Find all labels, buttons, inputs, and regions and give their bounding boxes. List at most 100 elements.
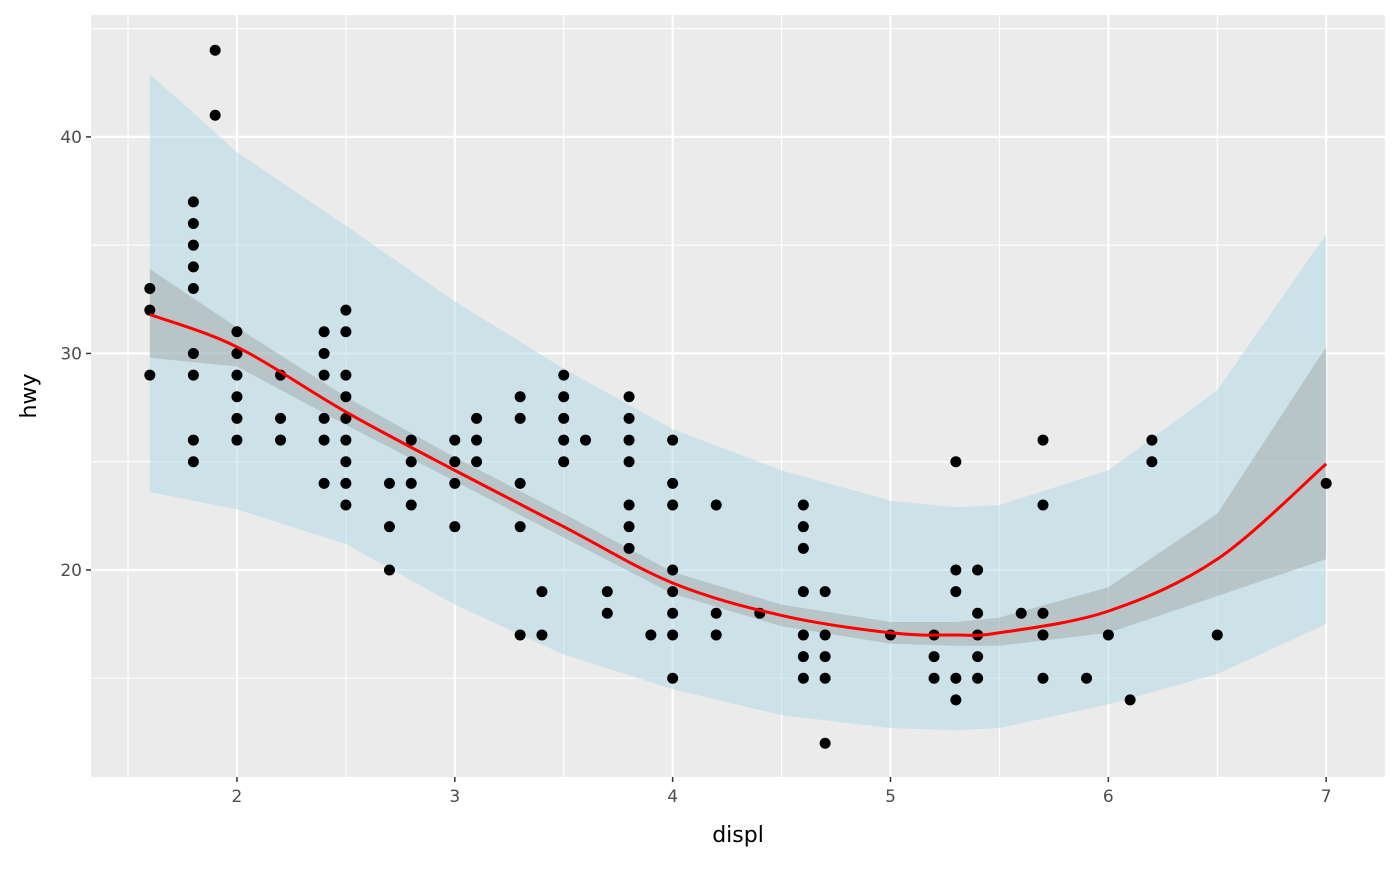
x-tick-label: 6: [1103, 787, 1114, 807]
data-point: [231, 347, 243, 359]
data-point: [797, 521, 809, 533]
data-point: [819, 586, 831, 598]
data-point: [231, 412, 243, 424]
data-point: [797, 651, 809, 663]
data-point: [601, 586, 613, 598]
data-point: [558, 434, 570, 446]
data-point: [819, 672, 831, 684]
data-point: [514, 629, 526, 641]
data-point: [318, 412, 330, 424]
data-point: [209, 44, 221, 56]
data-point: [144, 304, 156, 316]
data-point: [950, 586, 962, 598]
data-point: [558, 369, 570, 381]
data-point: [187, 434, 199, 446]
data-point: [514, 391, 526, 403]
data-point: [536, 629, 548, 641]
data-point: [667, 607, 679, 619]
data-point: [667, 672, 679, 684]
data-point: [449, 434, 461, 446]
data-point: [645, 629, 657, 641]
data-point: [797, 629, 809, 641]
x-axis-title: displ: [712, 823, 764, 848]
data-point: [1037, 607, 1049, 619]
data-point: [187, 347, 199, 359]
data-point: [231, 434, 243, 446]
data-point: [405, 456, 417, 468]
data-point: [340, 391, 352, 403]
data-point: [950, 456, 962, 468]
data-point: [1037, 629, 1049, 641]
data-point: [514, 521, 526, 533]
data-point: [144, 369, 156, 381]
data-point: [383, 477, 395, 489]
data-point: [318, 434, 330, 446]
x-tick-label: 3: [449, 787, 460, 807]
data-point: [819, 737, 831, 749]
data-point: [340, 369, 352, 381]
data-point: [231, 391, 243, 403]
data-point: [383, 521, 395, 533]
data-point: [231, 369, 243, 381]
data-point: [928, 672, 940, 684]
data-point: [1081, 672, 1093, 684]
data-point: [797, 499, 809, 511]
data-point: [187, 196, 199, 208]
data-point: [209, 109, 221, 121]
data-point: [318, 369, 330, 381]
data-point: [275, 412, 287, 424]
x-tick-label: 7: [1321, 787, 1332, 807]
data-point: [667, 434, 679, 446]
data-point: [187, 261, 199, 273]
data-point: [471, 434, 483, 446]
data-point: [623, 434, 635, 446]
data-point: [514, 477, 526, 489]
data-point: [950, 694, 962, 706]
data-point: [623, 542, 635, 554]
data-point: [623, 499, 635, 511]
data-point: [972, 651, 984, 663]
data-point: [536, 586, 548, 598]
data-point: [1015, 607, 1027, 619]
data-point: [819, 651, 831, 663]
data-point: [1211, 629, 1223, 641]
data-point: [667, 477, 679, 489]
data-point: [383, 564, 395, 576]
data-point: [797, 542, 809, 554]
data-point: [601, 607, 613, 619]
data-point: [340, 326, 352, 338]
data-point: [340, 412, 352, 424]
data-point: [405, 499, 417, 511]
data-point: [710, 629, 722, 641]
data-point: [449, 521, 461, 533]
points: [144, 44, 1332, 749]
data-point: [340, 304, 352, 316]
data-point: [972, 672, 984, 684]
data-point: [623, 456, 635, 468]
data-point: [449, 456, 461, 468]
data-point: [144, 282, 156, 294]
data-point: [667, 499, 679, 511]
data-point: [558, 391, 570, 403]
data-point: [950, 564, 962, 576]
data-point: [623, 391, 635, 403]
data-point: [187, 239, 199, 251]
data-point: [1146, 434, 1158, 446]
data-point: [623, 521, 635, 533]
data-point: [710, 607, 722, 619]
data-point: [187, 282, 199, 294]
data-point: [972, 607, 984, 619]
data-point: [1320, 477, 1332, 489]
data-point: [1037, 499, 1049, 511]
x-tick-label: 4: [667, 787, 678, 807]
data-point: [318, 477, 330, 489]
y-axis: 20 30 40: [60, 128, 91, 581]
x-axis: 2 3 4 5 6 7: [232, 777, 1332, 807]
data-point: [1037, 672, 1049, 684]
data-point: [558, 412, 570, 424]
x-tick-label: 5: [885, 787, 896, 807]
data-point: [950, 672, 962, 684]
data-point: [405, 434, 417, 446]
data-point: [972, 564, 984, 576]
